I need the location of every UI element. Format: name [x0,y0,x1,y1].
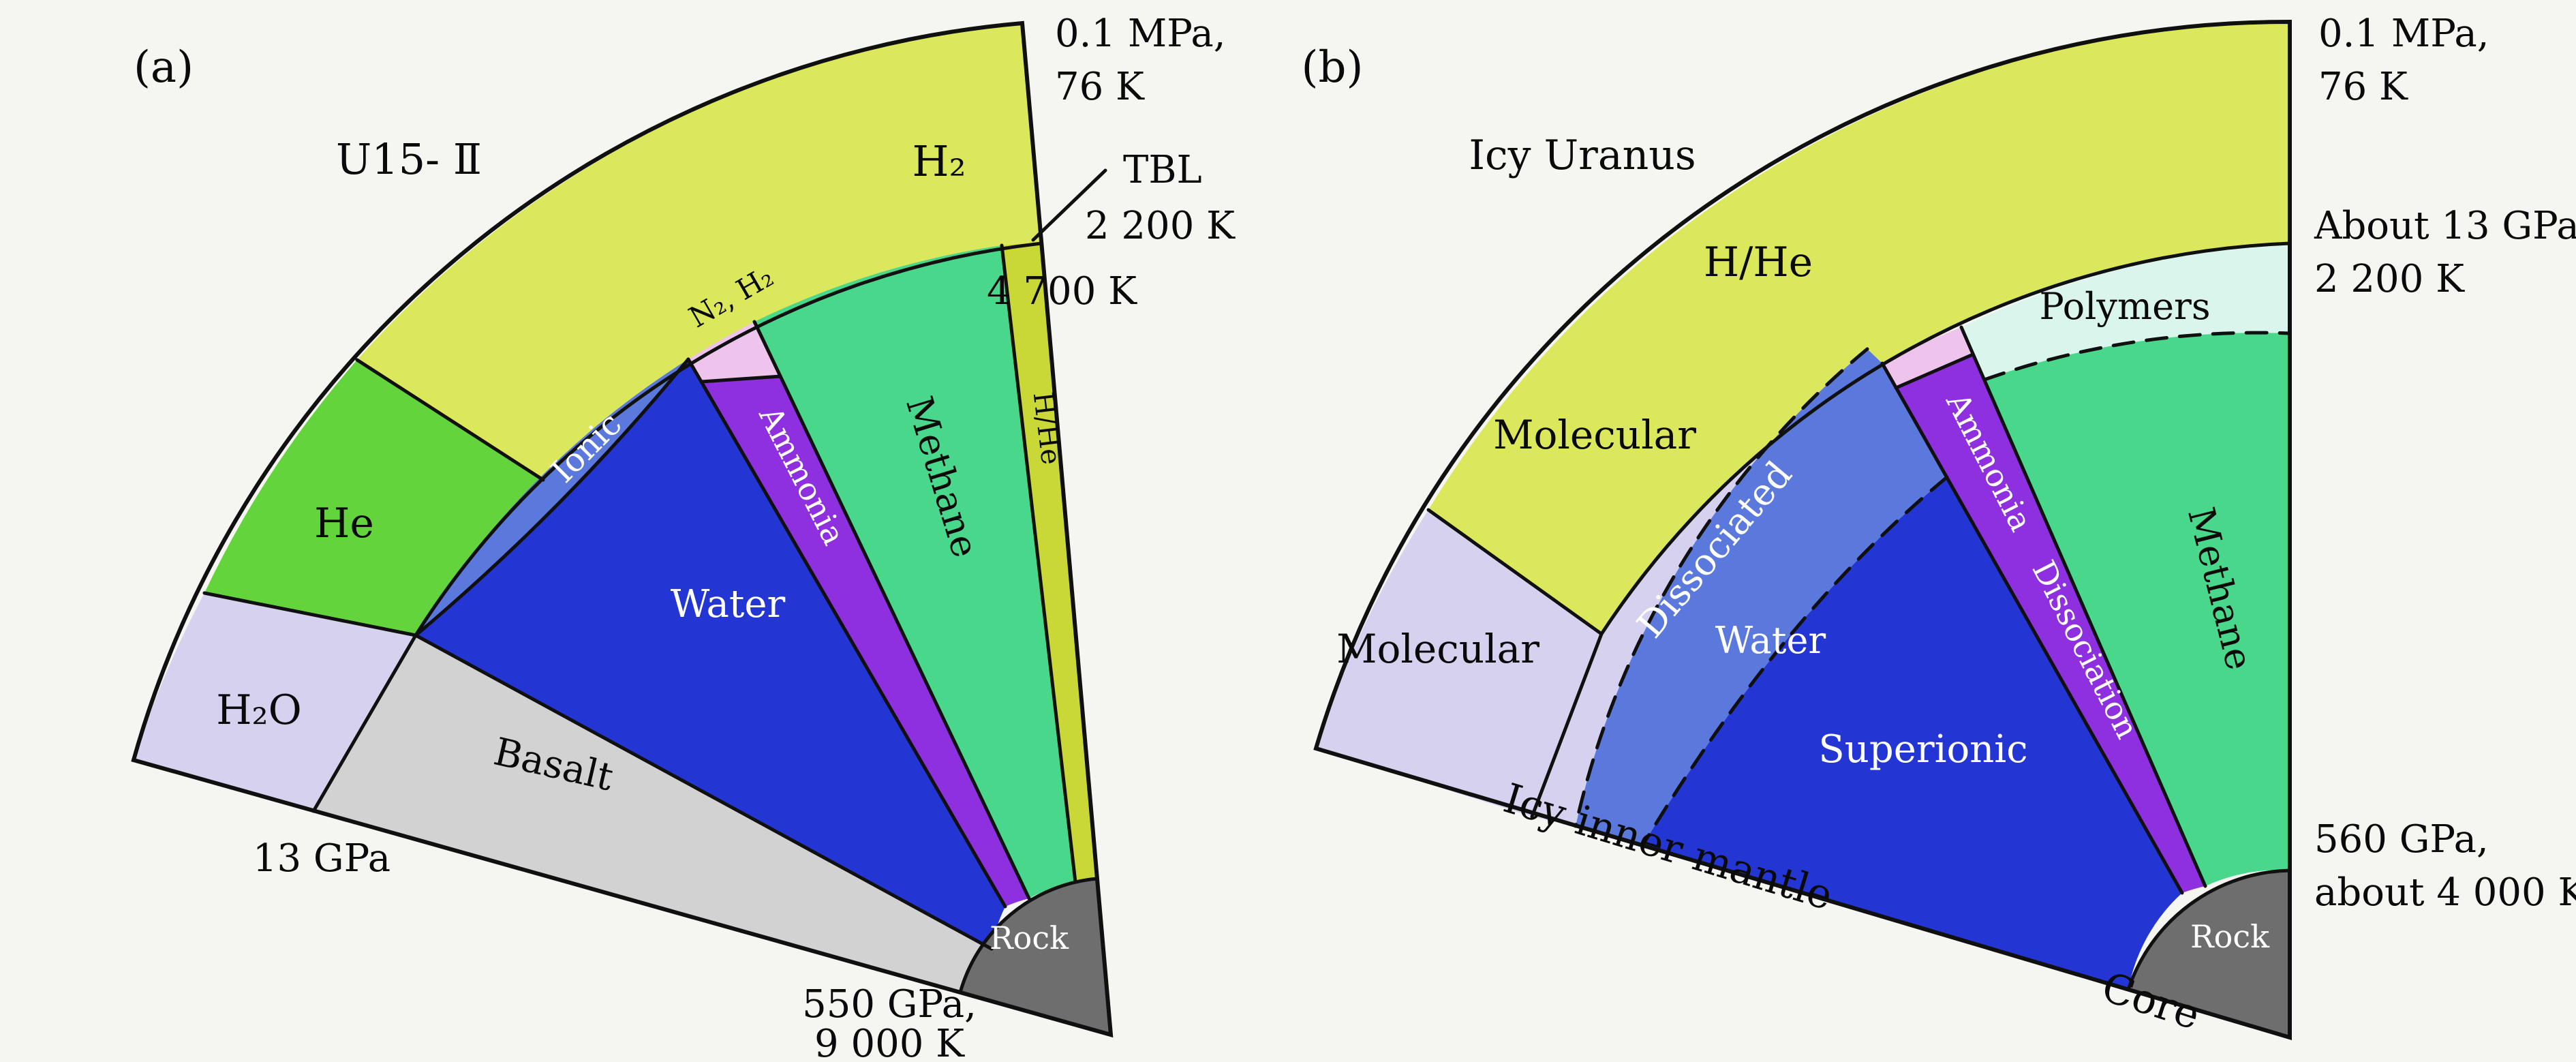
label-a-water: Water [671,582,786,626]
label-b-polymers: Polymers [2039,285,2210,328]
superionic-dashed-boundary [1640,475,1949,848]
ionic-inner-boundary [414,357,690,637]
wedge-outline-a [131,20,1114,1038]
annotation-b-core2: about 4 000 K [2314,870,2576,915]
annotation-b-surface2: 76 K [2318,65,2408,109]
he-h2o-boundary [202,591,418,637]
annotation-a-core2: 9 000 K [814,1022,965,1062]
molecular-radial-boundary [1426,508,1604,636]
region-b-molecular-sliver [1532,349,1882,826]
label-b-rock: Rock [2190,918,2270,955]
tbl-arc-b [1530,241,2292,819]
annotation-b-core1: 560 GPa, [2314,817,2489,862]
region-a-basalt [313,635,992,992]
annotation-a-tbl: TBL [1123,148,1202,192]
annotation-a-surface1: 0.1 MPa, [1055,12,1226,56]
region-a-ammonia [701,376,1029,907]
region-b-molecular-wedge [1316,510,1601,817]
n2h2-cut-line [699,374,782,384]
methane-hhe-boundary [1000,243,1077,884]
region-a-hhe-band [1002,243,1097,882]
region-b-dissociated [1576,349,1947,846]
sliver-dashed-boundary [1574,347,1869,828]
ammonia-right-boundary-b [1959,325,2207,888]
region-a-methane [754,245,1075,898]
tbl-arc-a [414,241,1043,637]
region-a-h2 [357,23,1041,480]
tbl-leader-line [1031,168,1107,242]
label-b-molecular-wedge: Molecular [1336,626,1539,672]
region-b-rock [2128,870,2290,1037]
h2o-basalt-boundary [311,633,418,813]
region-a-rock [960,879,1111,1035]
pink-cut-line-b [1894,352,1975,390]
model-label-a: U15- Ⅱ [336,134,482,184]
annotation-a-deep-temp: 4 700 K [987,269,1137,314]
annotation-b-tbl2: 2 200 K [2314,257,2465,301]
region-a-water [416,359,1005,949]
polymers-dashed-boundary [1982,331,2292,382]
ammonia-left-boundary-a [686,357,1007,909]
annotation-a-core1: 550 GPa, [802,982,977,1027]
region-b-hhe [1428,22,2290,634]
annotation-a-pressure-left: 13 GPa [253,836,390,881]
region-b-methane [1984,333,2290,887]
label-a-h2o: H₂O [216,686,302,734]
label-b-water: Water [1715,619,1826,662]
label-b-superionic: Superionic [1818,727,2027,772]
label-a-he: He [314,500,374,547]
region-b-ammonia [1896,354,2205,893]
label-b-hhe: H/He [1704,239,1813,286]
wedge-outline-b [1313,19,2292,1041]
region-a-n2h2-band [688,322,780,382]
label-a-h2: H₂ [913,136,966,186]
ammonia-right-boundary-a [752,320,1031,900]
region-b-superionic [1642,477,2182,990]
panel-tag-b: (b) [1302,42,1364,93]
panel-a: (a) U15- Ⅱ H₂ He H₂O N₂, H₂ Ionic Water … [131,12,1236,1062]
annotation-a-surface2: 76 K [1055,65,1145,109]
label-a-rock: Rock [990,920,1069,956]
rock-arc-a [958,877,1099,995]
label-b-molecular-outer: Molecular [1493,412,1696,458]
region-b-polymers [1961,243,2290,380]
region-a-he [204,360,543,635]
annotation-a-tbl-temp: 2 200 K [1085,204,1236,248]
panel-tag-a: (a) [134,42,194,93]
rock-arc-b [2126,868,2292,992]
basalt-water-boundary [414,633,994,951]
h2-he-boundary [355,358,545,482]
model-label-b: Icy Uranus [1469,132,1696,179]
region-b-pink-band [1882,327,1973,388]
annotation-b-tbl1: About 13 GPa, [2314,204,2576,248]
annotation-b-surface1: 0.1 MPa, [2318,12,2489,56]
ammonia-left-boundary-b [1880,361,2184,895]
region-a-ionic [416,359,688,635]
